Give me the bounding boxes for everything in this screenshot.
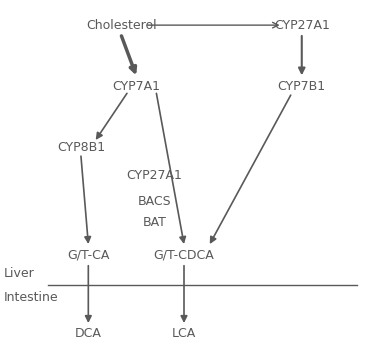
- Text: Cholesterol: Cholesterol: [86, 19, 157, 32]
- Text: G/T-CA: G/T-CA: [67, 248, 110, 261]
- Text: CYP7B1: CYP7B1: [278, 80, 326, 93]
- Text: DCA: DCA: [75, 327, 102, 340]
- Text: LCA: LCA: [172, 327, 196, 340]
- Text: Intestine: Intestine: [4, 291, 58, 304]
- Text: BAT: BAT: [143, 216, 166, 229]
- Text: CYP27A1: CYP27A1: [274, 19, 330, 32]
- Text: CYP27A1: CYP27A1: [127, 169, 183, 182]
- Text: CYP7A1: CYP7A1: [112, 80, 160, 93]
- Text: Liver: Liver: [4, 267, 35, 280]
- Text: G/T-CDCA: G/T-CDCA: [153, 248, 215, 261]
- Text: CYP8B1: CYP8B1: [57, 141, 105, 154]
- Text: BACS: BACS: [138, 195, 171, 208]
